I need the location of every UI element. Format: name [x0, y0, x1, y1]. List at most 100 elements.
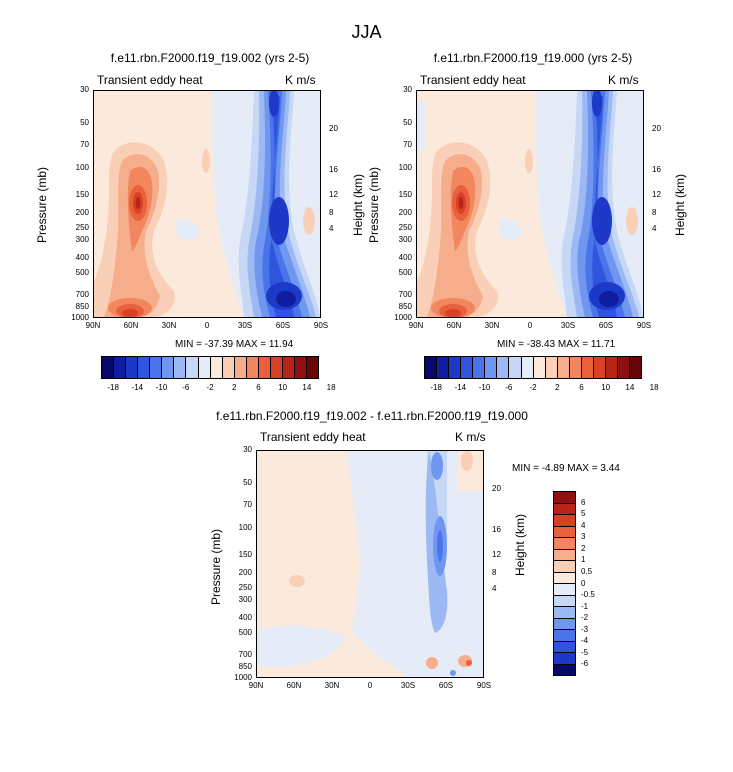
panel3-pressure-tick: 150 [238, 549, 252, 559]
colorbar-swatch [554, 572, 575, 584]
panel1-units-label: K m/s [285, 73, 316, 87]
figure-title: JJA [351, 22, 382, 42]
colorbar-swatch [554, 561, 575, 573]
panel3-pressure-tick: 850 [238, 662, 252, 672]
colorbar-label: 6 [256, 383, 261, 392]
colorbar-swatch [618, 357, 631, 378]
panel3-x-tick: 90N [248, 681, 264, 690]
colorbar-swatch [509, 357, 522, 378]
colorbar-swatch [581, 357, 594, 378]
panel1-pressure-tick: 250 [75, 222, 89, 232]
colorbar-swatch [162, 357, 175, 378]
colorbar-swatch [198, 357, 211, 378]
panel3-plot-area [256, 450, 484, 678]
panel2-pressure-tick: 1000 [394, 313, 412, 322]
contour-fill-positive [202, 149, 210, 173]
colorbar-label: 14 [625, 383, 635, 392]
contour-fill-negative [599, 291, 619, 307]
panel2-colorbar [424, 356, 642, 379]
panel3-pressure-tick: 100 [238, 523, 252, 533]
colorbar-label: 10 [601, 383, 611, 392]
colorbar-swatch [554, 607, 575, 619]
panel1-height-tick: 12 [329, 189, 338, 199]
colorbar-label: 0 [581, 578, 586, 588]
panel2-plot-area [416, 90, 644, 318]
colorbar-swatch [114, 357, 127, 378]
colorbar-label: -10 [478, 383, 491, 392]
panel2-pressure-tick: 200 [398, 208, 412, 218]
colorbar-swatch [138, 357, 151, 378]
panel1-plot-area [93, 90, 321, 318]
contour-fill-negative [269, 96, 294, 317]
panel2-x-tick: 30S [560, 321, 576, 330]
panel2-units-label: K m/s [608, 73, 639, 87]
contour-fill-negative-light [497, 219, 523, 241]
colorbar-swatch [425, 357, 438, 378]
contour-fill-negative-light [347, 451, 483, 677]
panel1-pressure-tick: 150 [75, 189, 89, 199]
panel2-pressure-tick: 70 [403, 140, 412, 150]
contour-fill-negative [269, 197, 289, 245]
colorbar-label: -10 [155, 383, 168, 392]
panel3-pressure-tick: 400 [238, 613, 252, 623]
colorbar-swatch [485, 357, 498, 378]
colorbar-swatch [554, 549, 575, 561]
panel1-height-tick: 20 [329, 124, 338, 134]
panel3-ylabel-left: Pressure (mb) [209, 528, 223, 606]
contour-fill-positive [122, 309, 138, 317]
colorbar-label: -6 [581, 659, 589, 669]
contour-fill-positive [461, 451, 473, 471]
colorbar-label: -4 [581, 636, 589, 646]
panel2-pressure-tick: 100 [398, 163, 412, 173]
colorbar-swatch [461, 357, 474, 378]
panel1-height-tick: 16 [329, 165, 338, 175]
colorbar-swatch [521, 357, 534, 378]
colorbar-swatch [307, 357, 319, 378]
panel1-x-tick: 90N [85, 321, 101, 330]
colorbar-swatch [554, 618, 575, 630]
panel1-x-tick: 60N [123, 321, 139, 330]
panel2-x-tick: 0 [527, 321, 533, 330]
panel1-x-tick: 30N [161, 321, 177, 330]
panel1-pressure-tick: 100 [75, 163, 89, 173]
contour-fill-negative [592, 96, 617, 317]
panel3-units-label: K m/s [455, 430, 486, 444]
contour-fill-positive [426, 657, 438, 669]
panel1-field-label: Transient eddy heat [97, 73, 203, 87]
panel3-pressure-tick: 30 [243, 445, 252, 454]
panel3-height-tick: 8 [492, 568, 497, 578]
panel2-pressure-tick: 500 [398, 267, 412, 277]
panel1-x-tick: 60S [275, 321, 291, 330]
panel2-height-tick: 16 [652, 165, 661, 175]
panel2-pressure-tick: 850 [398, 302, 412, 312]
panel2-x-tick: 30N [484, 321, 500, 330]
colorbar-swatch [554, 526, 575, 538]
panel3-height-tick: 20 [492, 484, 501, 494]
panel3-pressure-tick: 1000 [234, 673, 252, 682]
contour-fill-negative [592, 91, 602, 117]
colorbar-swatch [554, 641, 575, 653]
panel2-ylabel-right: Height (km) [673, 173, 687, 237]
colorbar-swatch [150, 357, 163, 378]
colorbar-label: 18 [326, 383, 336, 392]
panel1-height-tick: 4 [329, 224, 334, 234]
colorbar-label: 5 [581, 509, 586, 519]
panel1-ylabel-left: Pressure (mb) [35, 166, 49, 244]
colorbar-label: 18 [649, 383, 659, 392]
colorbar-label: 3 [581, 532, 586, 542]
colorbar-swatch [222, 357, 235, 378]
colorbar-label: -2 [206, 383, 214, 392]
panel2-pressure-tick: 50 [403, 118, 412, 128]
colorbar-swatch [473, 357, 486, 378]
colorbar-label: -3 [581, 624, 589, 634]
panel2-title: f.e11.rbn.F2000.f19_f19.000 (yrs 2-5) [433, 51, 633, 65]
contour-fill-negative [592, 197, 612, 245]
colorbar-swatch [210, 357, 223, 378]
panel3-pressure-tick: 700 [238, 649, 252, 659]
panel1-pressure-tick: 50 [80, 118, 89, 128]
panel2-pressure-tick: 30 [403, 85, 412, 94]
colorbar-swatch [295, 357, 308, 378]
panel3-min-max: MIN = -4.89 MAX = 3.44 [512, 463, 620, 474]
panel3-x-tick: 0 [367, 681, 373, 690]
colorbar-label: -1 [581, 601, 589, 611]
